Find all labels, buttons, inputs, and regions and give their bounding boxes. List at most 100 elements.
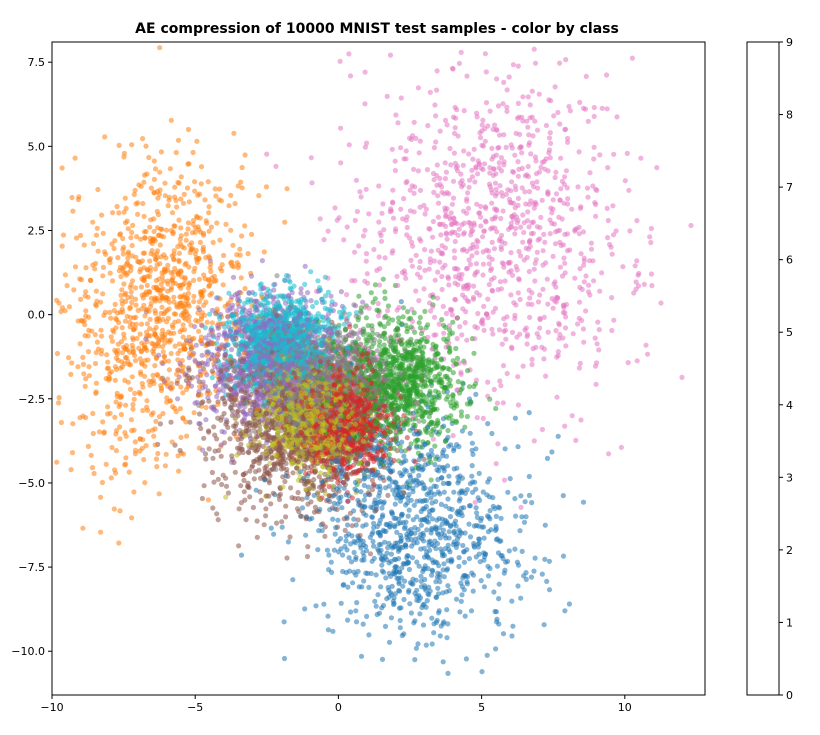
scatter-point-class-6 — [519, 185, 525, 191]
scatter-point-class-1 — [203, 255, 209, 261]
scatter-point-class-0 — [355, 568, 361, 575]
scatter-point-class-6 — [454, 336, 460, 342]
scatter-point-class-6 — [497, 183, 503, 189]
scatter-point-class-6 — [438, 232, 444, 238]
scatter-point-class-1 — [242, 223, 248, 229]
scatter-point-class-3 — [326, 484, 332, 490]
scatter-point-class-0 — [546, 558, 553, 564]
scatter-point-class-6 — [561, 255, 567, 261]
scatter-point-class-1 — [204, 352, 210, 358]
scatter-point-class-6 — [472, 179, 478, 185]
scatter-point-class-6 — [489, 239, 495, 245]
scatter-point-class-6 — [446, 323, 453, 329]
scatter-point-class-1 — [183, 231, 189, 237]
scatter-point-class-0 — [405, 513, 411, 519]
scatter-point-class-6 — [610, 232, 617, 238]
scatter-point-class-6 — [580, 105, 587, 111]
scatter-point-class-6 — [415, 85, 421, 91]
scatter-point-class-5 — [347, 510, 353, 516]
scatter-point-class-1 — [205, 179, 211, 185]
scatter-point-class-0 — [453, 596, 460, 602]
scatter-point-class-1 — [186, 280, 192, 286]
scatter-point-class-6 — [458, 49, 464, 56]
scatter-point-class-5 — [283, 503, 289, 509]
scatter-point-class-0 — [445, 496, 451, 502]
scatter-point-class-6 — [518, 504, 524, 510]
scatter-point-class-6 — [392, 167, 398, 174]
scatter-point-class-0 — [519, 548, 525, 555]
scatter-point-class-1 — [103, 376, 109, 382]
scatter-point-class-5 — [214, 436, 220, 442]
scatter-point-class-1 — [169, 322, 175, 328]
scatter-point-class-6 — [506, 269, 512, 275]
scatter-point-class-6 — [469, 167, 475, 173]
scatter-point-class-6 — [466, 298, 472, 305]
scatter-point-class-0 — [338, 600, 344, 606]
scatter-point-class-0 — [487, 565, 493, 572]
scatter-point-class-1 — [113, 399, 119, 405]
scatter-point-class-6 — [553, 169, 559, 175]
scatter-point-class-0 — [531, 568, 537, 574]
scatter-point-class-6 — [515, 217, 521, 223]
scatter-point-class-1 — [112, 301, 118, 307]
scatter-point-class-6 — [481, 303, 487, 309]
scatter-point-class-1 — [148, 185, 154, 191]
scatter-point-class-6 — [497, 279, 503, 285]
scatter-point-class-6 — [466, 257, 472, 263]
scatter-point-class-6 — [503, 336, 509, 342]
scatter-point-class-6 — [465, 205, 472, 211]
scatter-point-class-1 — [92, 332, 98, 338]
scatter-point-class-5 — [421, 456, 427, 462]
scatter-point-class-6 — [477, 135, 484, 141]
scatter-point-class-1 — [206, 228, 212, 234]
scatter-point-class-6 — [541, 356, 547, 362]
scatter-point-class-1 — [208, 268, 214, 275]
scatter-point-class-0 — [461, 505, 467, 511]
scatter-point-class-0 — [529, 500, 535, 506]
scatter-point-class-0 — [327, 507, 333, 513]
scatter-point-class-6 — [501, 132, 507, 138]
scatter-point-class-0 — [285, 539, 291, 545]
scatter-point-class-1 — [152, 426, 158, 432]
scatter-point-class-7 — [274, 273, 280, 279]
scatter-point-class-6 — [439, 286, 445, 293]
scatter-point-class-0 — [451, 489, 457, 495]
scatter-point-class-1 — [160, 327, 166, 333]
scatter-point-class-1 — [234, 260, 240, 266]
scatter-point-class-1 — [121, 150, 127, 156]
scatter-point-class-6 — [489, 190, 495, 196]
scatter-point-class-5 — [305, 544, 311, 550]
scatter-point-class-1 — [149, 412, 155, 418]
scatter-point-class-4 — [338, 289, 344, 295]
scatter-point-class-1 — [140, 407, 146, 414]
scatter-point-class-0 — [345, 522, 351, 528]
scatter-point-class-1 — [166, 194, 172, 200]
scatter-point-class-0 — [321, 601, 327, 607]
scatter-point-class-6 — [585, 118, 591, 124]
scatter-point-class-1 — [198, 314, 205, 320]
scatter-point-class-6 — [557, 331, 563, 338]
scatter-point-class-0 — [360, 621, 366, 627]
scatter-point-class-6 — [441, 330, 447, 336]
scatter-point-class-5 — [215, 476, 221, 482]
scatter-point-class-6 — [451, 150, 457, 156]
scatter-point-class-6 — [362, 101, 368, 107]
scatter-point-class-6 — [540, 286, 546, 292]
scatter-point-class-6 — [442, 245, 448, 251]
scatter-point-class-0 — [371, 520, 377, 526]
scatter-point-class-6 — [452, 238, 458, 245]
scatter-point-class-1 — [155, 450, 161, 457]
scatter-point-class-5 — [187, 419, 193, 425]
scatter-point-class-1 — [242, 152, 248, 158]
scatter-point-class-1 — [132, 439, 138, 445]
scatter-point-class-6 — [531, 184, 537, 190]
scatter-point-class-6 — [614, 114, 620, 120]
scatter-point-class-6 — [332, 205, 338, 211]
scatter-point-class-1 — [83, 289, 89, 295]
scatter-point-class-6 — [482, 138, 488, 144]
scatter-point-class-0 — [378, 584, 384, 590]
scatter-point-class-1 — [142, 313, 148, 319]
scatter-point-class-1 — [90, 410, 96, 417]
scatter-point-class-1 — [226, 203, 232, 209]
scatter-point-class-1 — [144, 282, 150, 288]
